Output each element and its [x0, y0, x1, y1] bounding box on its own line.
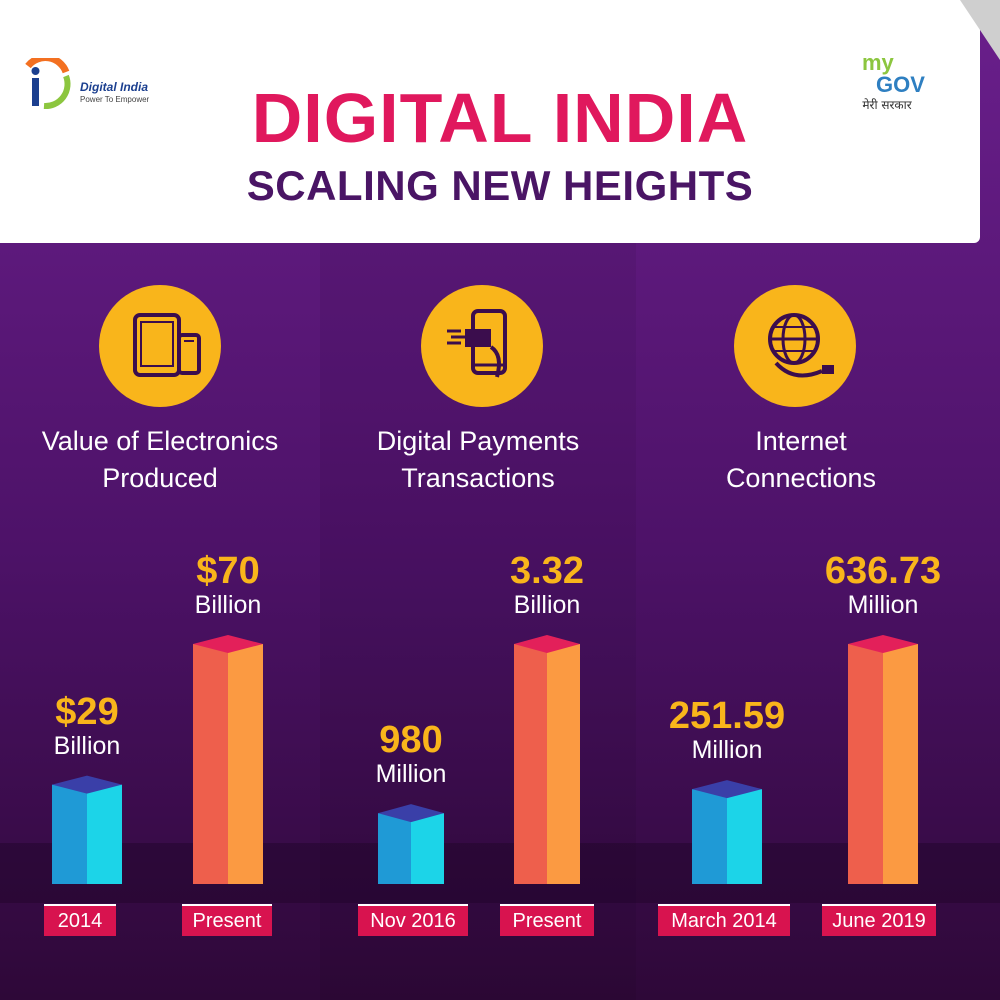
- bar-front-face: [193, 644, 228, 884]
- before-bar-3: [692, 780, 762, 884]
- bar-top-face: [378, 804, 444, 823]
- panel-label-line1: Internet: [755, 426, 847, 456]
- bar-unit-label: Billion: [194, 591, 262, 619]
- digital-india-logo-name: Digital India: [80, 80, 149, 94]
- digital-india-logo-tagline: Power To Empower: [80, 95, 150, 104]
- panel-internet: Internet Connections: [636, 243, 966, 1000]
- panel-label-line1: Value of Electronics: [41, 426, 279, 456]
- panel-electronics: Value of Electronics Produced: [0, 243, 320, 1000]
- panel-label-line2: Connections: [725, 463, 877, 493]
- bar-side-face: [228, 644, 263, 884]
- bar-value-label: 3.32: [510, 550, 584, 592]
- bar-top-face: [848, 635, 918, 653]
- panel-label-line2: Produced: [102, 463, 218, 493]
- bar-floor: [0, 843, 1000, 903]
- bar-side-face: [411, 813, 444, 884]
- mygov-logo-my: my: [862, 50, 894, 75]
- x-axis-line: [658, 904, 790, 906]
- x-axis-period-label: June 2019: [822, 906, 936, 936]
- before-bar-1: [52, 775, 122, 884]
- bar-value-label: 251.59: [668, 695, 786, 738]
- bar-side-face: [883, 644, 918, 884]
- bar-value-label: 980: [379, 719, 443, 762]
- bar-top-face: [514, 635, 580, 653]
- bar-top-face: [193, 635, 263, 653]
- panel-label-line1: Digital Payments: [376, 426, 580, 456]
- bar-value-label: $29: [55, 690, 119, 733]
- x-axis-line: [44, 904, 116, 906]
- x-axis-period-label: Present: [182, 906, 272, 936]
- digital-india-logo-icon: [25, 58, 71, 110]
- bar-top-face: [52, 775, 122, 794]
- bar-unit-label: Billion: [53, 731, 121, 760]
- bar-value-label: 636.73: [824, 550, 942, 592]
- header: Digital India Power To Empower DIGITAL I…: [0, 0, 980, 243]
- bar-unit-label: Million: [691, 736, 763, 765]
- after-bar-2: [514, 635, 580, 884]
- panel-payments: Digital Payments Transactions: [320, 243, 636, 1000]
- x-axis-line: [182, 904, 272, 906]
- bar-front-face: [52, 784, 87, 884]
- x-axis-line: [822, 904, 936, 906]
- mygov-logo: my GOV मेरी सरकार: [842, 52, 932, 122]
- digital-india-logo: Digital India Power To Empower: [22, 58, 172, 118]
- bar-front-face: [378, 813, 411, 884]
- bar-side-face: [87, 784, 122, 884]
- x-axis-line: [500, 904, 594, 906]
- bar-front-face: [848, 644, 883, 884]
- x-axis-period-label: March 2014: [658, 906, 790, 936]
- before-bar-2: [378, 804, 444, 884]
- bar-unit-label: Million: [375, 760, 447, 789]
- bar-unit-label: Billion: [513, 591, 581, 619]
- mygov-logo-gov: GOV: [876, 72, 925, 97]
- x-axis-period-label: Nov 2016: [358, 906, 468, 936]
- x-axis-period-label: Present: [500, 906, 594, 936]
- mygov-logo-subtitle: मेरी सरकार: [862, 98, 912, 112]
- globe-cable-icon: [734, 285, 856, 407]
- after-bar-1: [193, 635, 263, 884]
- main-title: DIGITAL INDIA: [251, 79, 749, 157]
- bar-side-face: [547, 644, 580, 884]
- tablet-phone-icon: [99, 285, 221, 407]
- main-subtitle: SCALING NEW HEIGHTS: [246, 162, 754, 209]
- bar-value-label: $70: [196, 550, 260, 592]
- panel-label-line2: Transactions: [401, 463, 555, 493]
- bar-front-face: [514, 644, 547, 884]
- x-axis-period-label: 2014: [44, 906, 116, 936]
- mobile-payment-icon: [421, 285, 543, 407]
- bar-top-face: [692, 780, 762, 799]
- bar-side-face: [727, 789, 762, 884]
- after-bar-3: [848, 635, 918, 884]
- x-axis-line: [358, 904, 468, 906]
- bar-front-face: [692, 789, 727, 884]
- bar-unit-label: Million: [847, 591, 919, 619]
